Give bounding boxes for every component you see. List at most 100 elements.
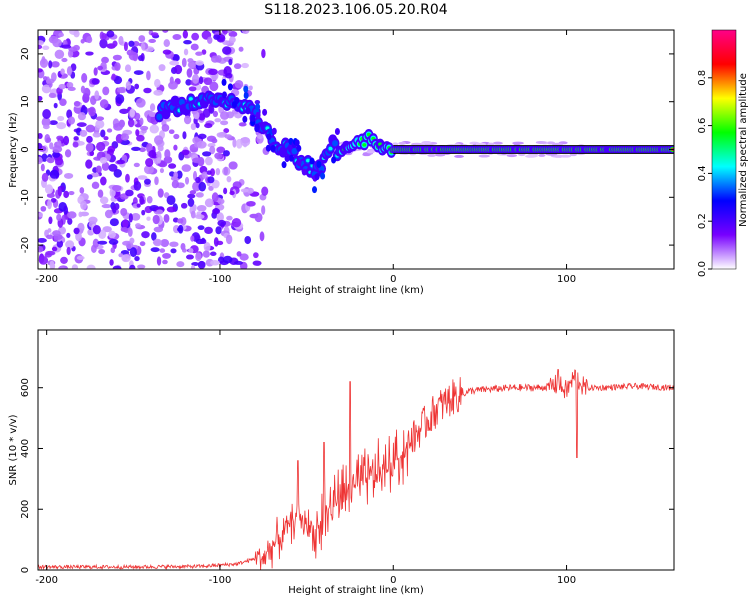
spectrogram-noise-blob: [56, 213, 62, 222]
spectrogram-noise-blob: [131, 146, 141, 152]
snr-x-label: Height of straight line (km): [288, 585, 424, 596]
spectrogram-noise-blob: [95, 116, 105, 121]
spectrogram-noise-blob: [197, 225, 205, 231]
spectrogram-noise-blob: [92, 238, 100, 248]
spectrogram-noise-blob: [51, 246, 58, 252]
spectrogram-noise-blob: [211, 192, 219, 202]
spectrogram-noise-blob: [120, 226, 129, 233]
spectrogram-faint-blob: [398, 141, 407, 145]
spectrogram-noise-blob: [215, 226, 222, 235]
spectrogram-noise-blob: [71, 264, 79, 269]
spectrogram-noise-blob: [136, 134, 145, 142]
spectrogram-noise-blob: [116, 87, 126, 94]
colorbar-tick-label: 0.2: [697, 213, 708, 229]
spectrogram-noise-blob: [86, 174, 93, 180]
spectrogram-noise-blob: [63, 172, 74, 179]
spectrogram-noise-blob: [100, 176, 107, 186]
spectrogram-noise-blob: [95, 165, 102, 174]
spectrogram-noise-blob: [148, 149, 157, 159]
spectrogram-noise-blob: [172, 54, 180, 62]
spectrogram-faint-blob: [478, 154, 490, 158]
spectrogram-noise-blob: [161, 123, 170, 132]
spectrogram-noise-blob: [148, 111, 157, 118]
spectrogram-noise-blob: [205, 156, 213, 166]
spectrogram-noise-blob: [38, 212, 43, 218]
spectrogram-noise-blob: [120, 207, 128, 217]
spectrogram-noise-blob: [192, 73, 200, 84]
snr-panel: -200 -100 0 100 0 200 400 600 Height of straig…: [8, 329, 675, 596]
spectrogram-noise-blob: [79, 187, 85, 194]
spectrogram-noise-blob: [41, 172, 49, 182]
snr-y-tick-label: 0: [20, 567, 31, 573]
spectrogram-noise-blob: [73, 30, 80, 38]
spectrogram-noise-blob: [214, 152, 223, 160]
spectrogram-noise-blob: [92, 224, 101, 235]
spectrogram-noise-blob: [234, 79, 244, 89]
spectrogram-noise-blob: [52, 151, 61, 158]
spectrogram-scatter-blob: [266, 133, 272, 141]
spectrogram-noise-blob: [229, 190, 235, 196]
spectrogram-noise-blob: [135, 223, 142, 228]
spectrogram-noise-blob: [168, 81, 178, 90]
spectrogram-noise-blob: [108, 239, 119, 245]
spectrogram-noise-blob: [194, 214, 205, 220]
spectrogram-faint-blob: [569, 153, 577, 157]
spectrogram-noise-blob: [51, 61, 60, 68]
spectrogram-scatter-blob: [221, 78, 227, 86]
spectrogram-noise-blob: [236, 251, 242, 257]
spectrogram-noise-blob: [95, 119, 105, 129]
spectrogram-x-tick-label: -100: [209, 274, 232, 285]
spectrogram-noise-blob: [195, 60, 204, 66]
spectrogram-noise-blob: [190, 264, 196, 269]
spectrogram-noise-blob: [261, 186, 269, 196]
spectrogram-scatter-blob: [262, 108, 268, 116]
spectrogram-noise-blob: [129, 237, 135, 244]
spectrogram-noise-blob: [183, 48, 189, 56]
spectrogram-noise-blob: [58, 266, 65, 269]
spectrogram-noise-blob: [42, 76, 48, 81]
spectrogram-noise-blob: [122, 219, 129, 228]
colorbar-gradient: [711, 29, 737, 270]
spectrogram-noise-blob: [146, 196, 153, 204]
spectrogram-noise-blob: [42, 45, 50, 51]
spectrogram-noise-blob: [41, 117, 51, 127]
spectrogram-noise-blob: [154, 135, 164, 145]
spectrogram-noise-blob: [52, 230, 61, 237]
spectrogram-noise-blob: [46, 78, 55, 84]
spectrogram-noise-blob: [216, 132, 227, 138]
spectrogram-noise-blob: [204, 198, 214, 208]
spectrogram-noise-blob: [85, 124, 96, 133]
spectrogram-noise-blob: [48, 60, 53, 69]
spectrogram-noise-blob: [132, 40, 140, 47]
spectrogram-noise-blob: [196, 192, 204, 198]
spectrogram-noise-blob: [239, 253, 249, 261]
spectrogram-noise-blob: [208, 68, 218, 76]
spectrogram-noise-blob: [68, 116, 76, 125]
spectrogram-noise-blob: [77, 112, 87, 121]
spectrogram-noise-blob: [97, 240, 108, 245]
spectrogram-noise-blob: [112, 265, 122, 269]
spectrogram-noise-blob: [220, 111, 230, 120]
spectrogram-noise-blob: [106, 30, 115, 38]
spectrogram-noise-blob: [112, 205, 117, 214]
spectrogram-noise-blob: [101, 204, 112, 209]
spectrogram-noise-blob: [223, 128, 230, 134]
spectrogram-noise-blob: [209, 81, 219, 92]
spectrogram-noise-blob: [133, 162, 140, 168]
spectrogram-noise-blob: [187, 61, 196, 69]
spectrogram-noise-blob: [145, 158, 154, 167]
spectrogram-noise-blob: [38, 256, 49, 265]
spectrogram-noise-blob: [248, 85, 253, 91]
spectrogram-noise-blob: [252, 260, 262, 266]
spectrogram-noise-blob: [172, 34, 182, 41]
spectrogram-noise-blob: [52, 145, 63, 153]
spectrogram-noise-blob: [46, 137, 52, 143]
spectrogram-noise-blob: [103, 136, 109, 141]
spectrogram-faint-blob: [526, 154, 539, 158]
spectrogram-noise-blob: [94, 90, 100, 100]
spectrogram-noise-blob: [123, 41, 128, 52]
spectrogram-noise-blob: [42, 124, 50, 130]
spectrogram-noise-blob: [196, 140, 207, 149]
spectrogram-noise-blob: [183, 115, 192, 125]
spectrogram-scatter-blob: [271, 127, 277, 135]
